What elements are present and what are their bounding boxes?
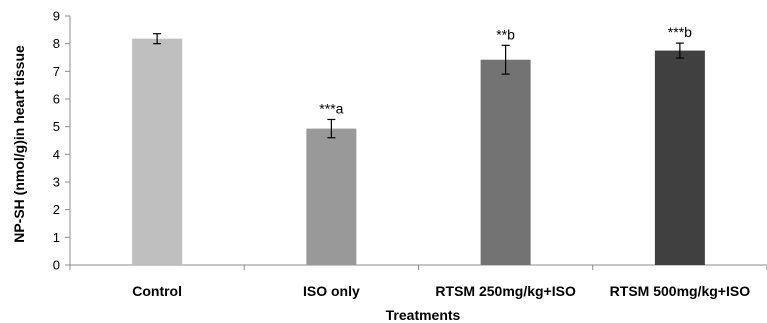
y-tick-label: 9: [53, 9, 60, 24]
y-tick-label: 1: [53, 230, 60, 245]
y-axis-title: NP-SH (nmol/g)in heart tissue: [11, 45, 27, 243]
category-label: RTSM 500mg/kg+ISO: [610, 283, 751, 299]
category-label: Control: [132, 283, 182, 299]
significance-label: ***a: [319, 100, 343, 116]
y-tick-label: 4: [53, 147, 60, 162]
category-label: ISO only: [303, 283, 360, 299]
y-tick-label: 0: [53, 258, 60, 273]
bar: [480, 59, 531, 265]
bar: [306, 128, 357, 265]
y-tick-label: 5: [53, 119, 60, 134]
category-label: RTSM 250mg/kg+ISO: [435, 283, 576, 299]
significance-label: **b: [496, 26, 515, 42]
y-tick-label: 7: [53, 64, 60, 79]
y-tick-label: 6: [53, 92, 60, 107]
plot-area: 0 1 2 3 4 5 6 7 8 9 Control ***a ISO only **b RTSM 250…: [53, 9, 767, 299]
y-tick-label: 8: [53, 36, 60, 51]
y-tick-label: 3: [53, 175, 60, 190]
bar: [654, 50, 705, 266]
y-tick-label: 2: [53, 202, 60, 217]
bar: [132, 38, 183, 265]
x-axis-title: Treatments: [386, 307, 461, 323]
significance-label: ***b: [668, 24, 692, 40]
